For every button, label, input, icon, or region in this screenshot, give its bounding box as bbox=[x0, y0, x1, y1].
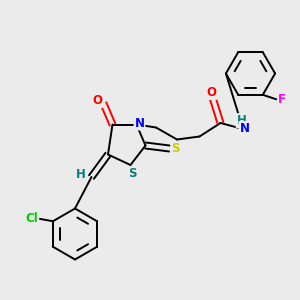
Text: N: N bbox=[239, 122, 250, 135]
Text: S: S bbox=[128, 167, 136, 180]
Text: F: F bbox=[278, 93, 286, 106]
Text: N: N bbox=[134, 116, 145, 130]
Text: Cl: Cl bbox=[26, 212, 38, 225]
Text: H: H bbox=[76, 167, 86, 181]
Text: S: S bbox=[171, 142, 180, 155]
Text: O: O bbox=[92, 94, 103, 107]
Text: H: H bbox=[237, 114, 246, 127]
Text: O: O bbox=[206, 86, 217, 99]
